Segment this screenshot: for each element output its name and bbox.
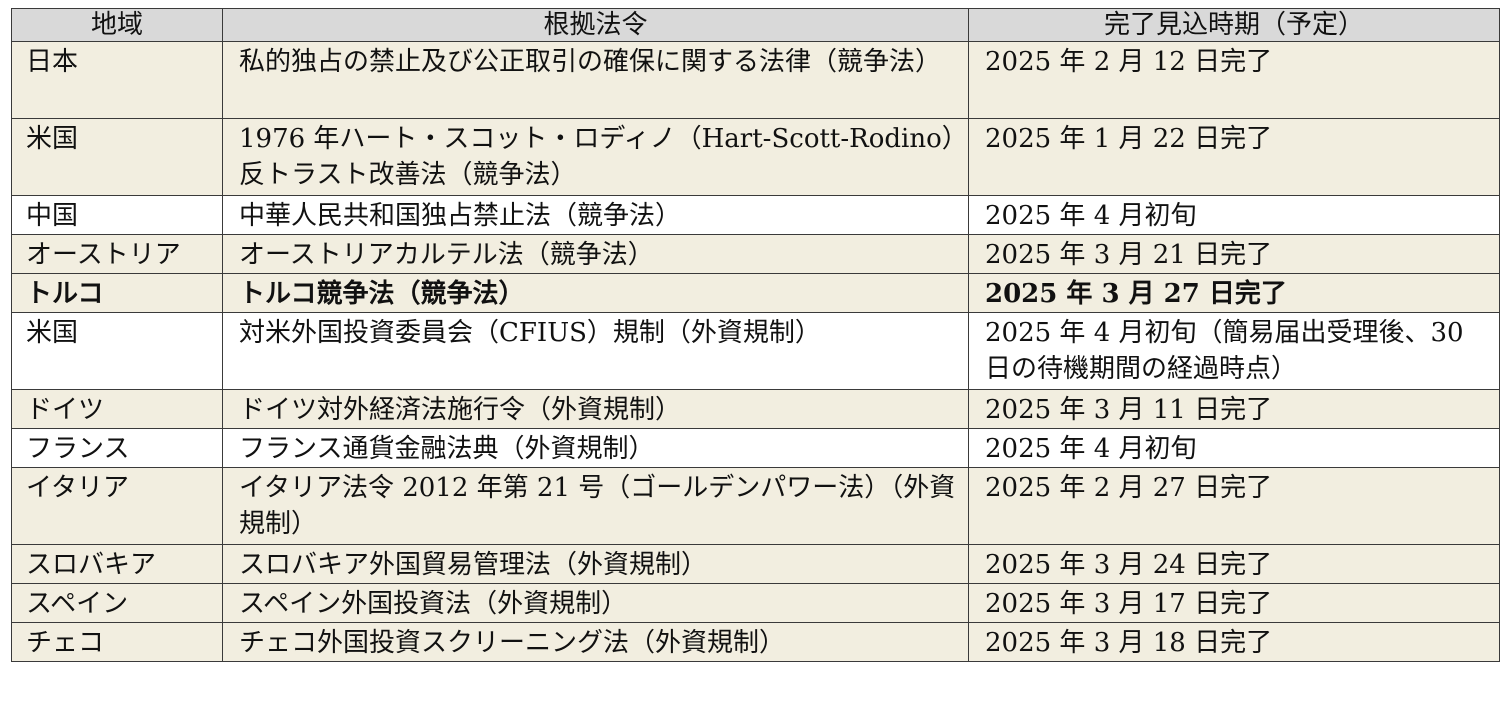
- cell-timing: 2025 年 3 月 17 日完了: [968, 583, 1500, 623]
- cell-region: フランス: [11, 428, 223, 468]
- header-law: 根拠法令: [222, 8, 969, 42]
- cell-region: ドイツ: [11, 389, 223, 429]
- cell-law: 私的独占の禁止及び公正取引の確保に関する法律（競争法）: [222, 41, 969, 119]
- cell-region: 米国: [11, 312, 223, 390]
- table-row: トルコ トルコ競争法（競争法） 2025 年 3 月 27 日完了: [11, 273, 1500, 313]
- cell-region: 中国: [11, 195, 223, 235]
- cell-law: スペイン外国投資法（外資規制）: [222, 583, 969, 623]
- cell-timing: 2025 年 2 月 27 日完了: [968, 467, 1500, 545]
- cell-timing: 2025 年 3 月 27 日完了: [968, 273, 1500, 313]
- approval-table-container: 地域 根拠法令 完了見込時期（予定） 日本 私的独占の禁止及び公正取引の確保に関…: [11, 8, 1500, 662]
- cell-timing: 2025 年 1 月 22 日完了: [968, 118, 1500, 196]
- cell-timing: 2025 年 2 月 12 日完了: [968, 41, 1500, 119]
- table-row: フランス フランス通貨金融法典（外資規制） 2025 年 4 月初旬: [11, 428, 1500, 468]
- table-row: チェコ チェコ外国投資スクリーニング法（外資規制） 2025 年 3 月 18 …: [11, 622, 1500, 662]
- table-row: 米国 1976 年ハート・スコット・ロディノ（Hart-Scott-Rodino…: [11, 118, 1500, 196]
- cell-law: トルコ競争法（競争法）: [222, 273, 969, 313]
- cell-timing: 2025 年 3 月 21 日完了: [968, 234, 1500, 274]
- cell-region: スロバキア: [11, 544, 223, 584]
- cell-law: フランス通貨金融法典（外資規制）: [222, 428, 969, 468]
- table-row: イタリア イタリア法令 2012 年第 21 号（ゴールデンパワー法）（外資規制…: [11, 467, 1500, 545]
- table-row: オーストリア オーストリアカルテル法（競争法） 2025 年 3 月 21 日完…: [11, 234, 1500, 274]
- cell-timing: 2025 年 4 月初旬（簡易届出受理後、30 日の待機期間の経過時点）: [968, 312, 1500, 390]
- cell-timing: 2025 年 3 月 18 日完了: [968, 622, 1500, 662]
- regulatory-approval-table: 地域 根拠法令 完了見込時期（予定） 日本 私的独占の禁止及び公正取引の確保に関…: [11, 8, 1500, 662]
- cell-region: トルコ: [11, 273, 223, 313]
- cell-law: 1976 年ハート・スコット・ロディノ（Hart-Scott-Rodino）反ト…: [222, 118, 969, 196]
- cell-region: 日本: [11, 41, 223, 119]
- table-header-row: 地域 根拠法令 完了見込時期（予定）: [11, 8, 1500, 42]
- cell-law: 対米外国投資委員会（CFIUS）規制（外資規制）: [222, 312, 969, 390]
- cell-region: 米国: [11, 118, 223, 196]
- cell-law: チェコ外国投資スクリーニング法（外資規制）: [222, 622, 969, 662]
- table-row: 日本 私的独占の禁止及び公正取引の確保に関する法律（競争法） 2025 年 2 …: [11, 41, 1500, 119]
- cell-law: スロバキア外国貿易管理法（外資規制）: [222, 544, 969, 584]
- table-row: スペイン スペイン外国投資法（外資規制） 2025 年 3 月 17 日完了: [11, 583, 1500, 623]
- cell-timing: 2025 年 4 月初旬: [968, 195, 1500, 235]
- cell-region: チェコ: [11, 622, 223, 662]
- cell-timing: 2025 年 4 月初旬: [968, 428, 1500, 468]
- table-row: 中国 中華人民共和国独占禁止法（競争法） 2025 年 4 月初旬: [11, 195, 1500, 235]
- table-row: 米国 対米外国投資委員会（CFIUS）規制（外資規制） 2025 年 4 月初旬…: [11, 312, 1500, 390]
- header-region: 地域: [11, 8, 223, 42]
- cell-law: イタリア法令 2012 年第 21 号（ゴールデンパワー法）（外資規制）: [222, 467, 969, 545]
- cell-timing: 2025 年 3 月 11 日完了: [968, 389, 1500, 429]
- cell-timing: 2025 年 3 月 24 日完了: [968, 544, 1500, 584]
- cell-law: 中華人民共和国独占禁止法（競争法）: [222, 195, 969, 235]
- cell-region: スペイン: [11, 583, 223, 623]
- table-row: スロバキア スロバキア外国貿易管理法（外資規制） 2025 年 3 月 24 日…: [11, 544, 1500, 584]
- cell-law: ドイツ対外経済法施行令（外資規制）: [222, 389, 969, 429]
- table-row: ドイツ ドイツ対外経済法施行令（外資規制） 2025 年 3 月 11 日完了: [11, 389, 1500, 429]
- cell-region: イタリア: [11, 467, 223, 545]
- cell-law: オーストリアカルテル法（競争法）: [222, 234, 969, 274]
- cell-region: オーストリア: [11, 234, 223, 274]
- header-timing: 完了見込時期（予定）: [968, 8, 1500, 42]
